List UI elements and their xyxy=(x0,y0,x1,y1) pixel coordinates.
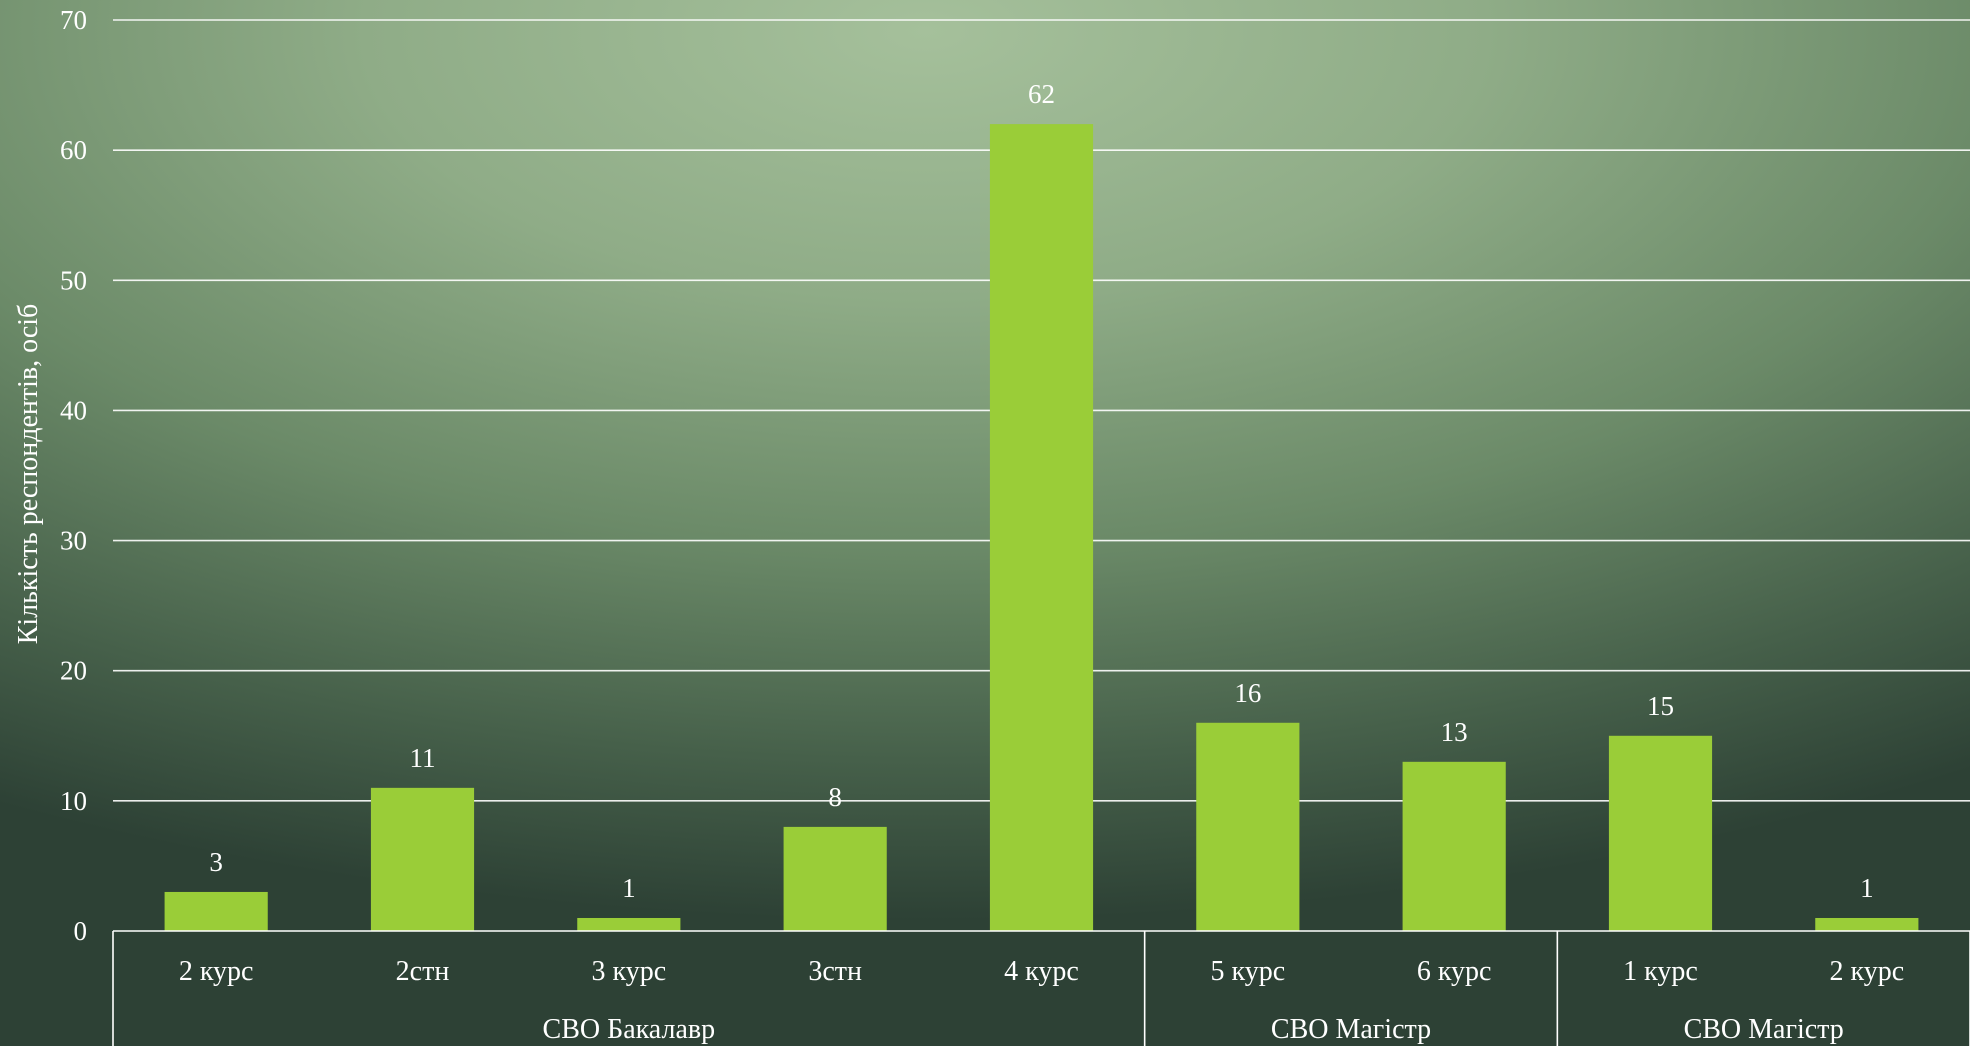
x-tick-label: 5 курс xyxy=(1211,956,1286,987)
bars xyxy=(164,124,1919,932)
data-label: 1 xyxy=(1860,873,1874,903)
y-tick-label: 60 xyxy=(60,135,87,165)
bar xyxy=(164,891,268,931)
x-tick-label: 2стн xyxy=(396,956,450,987)
bar xyxy=(1196,722,1300,931)
x-tick-label: 3стн xyxy=(808,956,862,987)
data-label: 62 xyxy=(1028,79,1055,109)
data-label: 16 xyxy=(1234,678,1261,708)
data-label: 11 xyxy=(410,743,436,773)
data-label: 15 xyxy=(1647,691,1674,721)
group-label: СВО Бакалавр xyxy=(543,1014,716,1045)
x-tick-label: 2 курс xyxy=(179,956,254,987)
data-label: 13 xyxy=(1441,717,1468,747)
y-tick-label: 0 xyxy=(74,916,88,946)
bar xyxy=(577,917,681,931)
group-label: СВО Магістр xyxy=(1271,1014,1431,1045)
bar xyxy=(1815,917,1919,931)
data-label: 3 xyxy=(209,847,223,877)
bar xyxy=(783,826,887,931)
data-label: 8 xyxy=(828,782,842,812)
bar xyxy=(1402,761,1506,931)
y-tick-label: 50 xyxy=(60,265,87,295)
y-tick-label: 10 xyxy=(60,786,87,816)
x-tick-label: 4 курс xyxy=(1004,956,1079,987)
y-tick-label: 70 xyxy=(60,5,87,35)
x-tick-label: 6 курс xyxy=(1417,956,1492,987)
data-label: 1 xyxy=(622,873,636,903)
y-axis-ticks: 0 10 20 30 40 50 60 70 xyxy=(60,5,87,946)
bar xyxy=(370,787,475,931)
bar xyxy=(989,124,1094,932)
group-label: СВО Магістр xyxy=(1684,1014,1844,1045)
bar xyxy=(1608,735,1713,931)
y-axis-label: Кількість респондентів, осіб xyxy=(13,304,44,645)
x-axis: 2 курс 2стн 3 курс 3стн 4 курс 5 курс 6 курс 1 … xyxy=(112,930,1970,1046)
y-tick-label: 30 xyxy=(60,526,87,556)
x-tick-label: 3 курс xyxy=(592,956,667,987)
y-tick-label: 20 xyxy=(60,656,87,686)
y-tick-label: 40 xyxy=(60,395,87,425)
x-tick-label: 1 курс xyxy=(1623,956,1698,987)
x-tick-label: 2 курс xyxy=(1830,956,1905,987)
